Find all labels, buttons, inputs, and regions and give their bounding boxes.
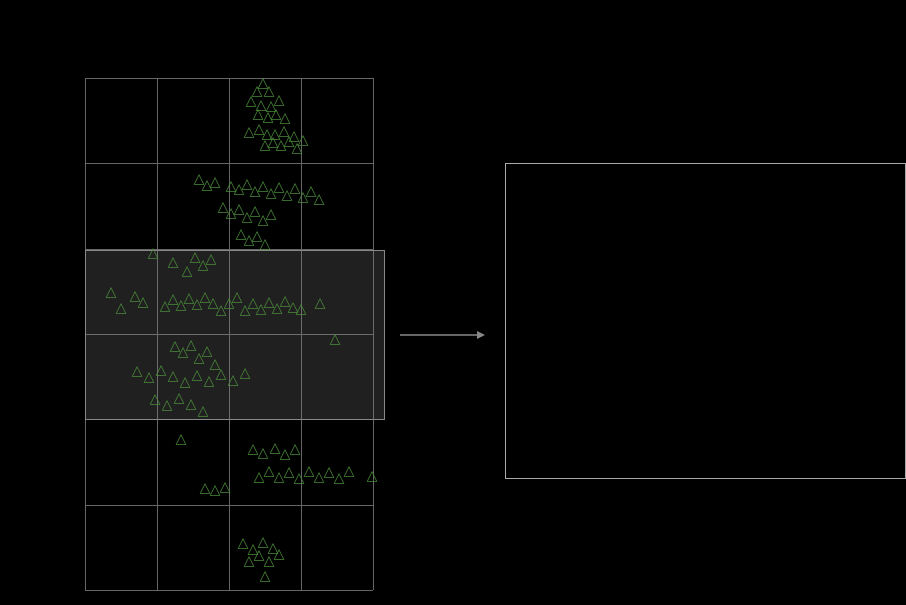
scatter-marker: △ — [290, 441, 301, 455]
scatter-marker: △ — [296, 301, 307, 315]
scatter-marker: △ — [198, 403, 209, 417]
scatter-marker: △ — [292, 140, 303, 154]
grid-line-horizontal — [85, 590, 373, 591]
scatter-marker: △ — [150, 391, 161, 405]
scatter-marker: △ — [344, 463, 355, 477]
grid-line-horizontal — [85, 163, 373, 164]
scatter-marker: △ — [186, 396, 197, 410]
scatter-marker: △ — [216, 366, 227, 380]
scatter-marker: △ — [180, 374, 191, 388]
scatter-marker: △ — [106, 284, 117, 298]
scatter-marker: △ — [314, 191, 325, 205]
scatter-marker: △ — [168, 368, 179, 382]
grid-line-horizontal — [85, 505, 373, 506]
detail-panel — [505, 163, 906, 479]
scatter-marker: △ — [192, 367, 203, 381]
arrow-icon — [390, 325, 495, 345]
scatter-marker: △ — [266, 206, 277, 220]
scatter-marker: △ — [162, 397, 173, 411]
scatter-marker: △ — [174, 390, 185, 404]
diagram-canvas: △△△△△△△△△△△△△△△△△△△△△△△△△△△△△△△△△△△△△△△△… — [0, 0, 906, 605]
scatter-marker: △ — [176, 431, 187, 445]
scatter-marker: △ — [204, 373, 215, 387]
scatter-marker: △ — [148, 245, 159, 259]
scatter-marker: △ — [367, 468, 378, 482]
scatter-marker: △ — [144, 369, 155, 383]
scatter-marker: △ — [206, 251, 217, 265]
scatter-marker: △ — [315, 295, 326, 309]
scatter-marker: △ — [258, 445, 269, 459]
scatter-marker: △ — [260, 568, 271, 582]
scatter-marker: △ — [274, 92, 285, 106]
scatter-marker: △ — [228, 372, 239, 386]
scatter-marker: △ — [240, 365, 251, 379]
scatter-marker: △ — [274, 546, 285, 560]
scatter-marker: △ — [116, 300, 127, 314]
scatter-marker: △ — [138, 294, 149, 308]
scatter-marker: △ — [168, 254, 179, 268]
scatter-marker: △ — [220, 479, 231, 493]
scatter-marker: △ — [132, 363, 143, 377]
scatter-marker: △ — [330, 331, 341, 345]
scatter-marker: △ — [260, 236, 271, 250]
scatter-marker: △ — [156, 362, 167, 376]
scatter-marker: △ — [182, 263, 193, 277]
scatter-marker: △ — [210, 174, 221, 188]
grid-line-horizontal — [85, 78, 373, 79]
